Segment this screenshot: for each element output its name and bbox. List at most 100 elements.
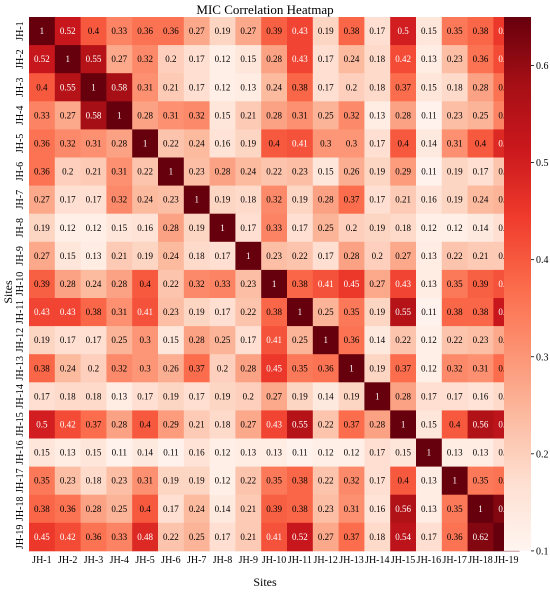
heatmap-cell-label: 0.26 [163, 363, 179, 373]
heatmap-cell-rect [261, 241, 288, 271]
heatmap-cell-rect [390, 269, 417, 299]
heatmap-cell-rect [106, 241, 133, 271]
heatmap-cell: 0.45 [29, 522, 56, 552]
heatmap-cell-label: 0.27 [189, 26, 205, 36]
heatmap-cell-rect [158, 269, 185, 299]
heatmap-cell-label: 0.39 [473, 279, 489, 289]
heatmap-cell: 0.25 [312, 213, 339, 243]
heatmap-cell-label: 0.18 [447, 82, 463, 92]
heatmap-cell: 0.17 [312, 241, 339, 271]
heatmap-cell-label: 0.35 [447, 279, 463, 289]
heatmap-cell-label: 0.37 [344, 532, 360, 542]
heatmap-cell: 0.41 [132, 298, 159, 327]
heatmap-cell-rect [390, 326, 417, 355]
heatmap-cell-rect [312, 73, 339, 102]
y-tick-label: JH-19 [15, 525, 26, 549]
heatmap-cell-rect [106, 269, 133, 299]
heatmap-cell: 0.32 [54, 129, 81, 158]
heatmap-cell-rect [364, 157, 391, 186]
heatmap-cell-rect [261, 213, 288, 243]
heatmap-cell-rect [158, 157, 185, 186]
heatmap-cell-rect [338, 269, 365, 299]
heatmap-cell-rect [338, 494, 365, 524]
heatmap-cell-rect [235, 129, 262, 158]
heatmap-cell-label: 0.39 [266, 504, 282, 514]
heatmap-cell: 0.12 [416, 326, 443, 355]
heatmap-cell-rect [364, 466, 391, 496]
heatmap-cell: 0.27 [29, 185, 56, 215]
heatmap-cell: 1 [261, 269, 288, 299]
heatmap-cell-label: 0.36 [447, 532, 463, 542]
heatmap-cell-label: 0.36 [163, 26, 179, 36]
heatmap-cell: 0.17 [183, 382, 210, 411]
heatmap-cell-rect [467, 494, 494, 524]
heatmap-cell-rect [467, 410, 494, 439]
heatmap-cell: 0.19 [132, 241, 159, 271]
heatmap-cell: 0.12 [209, 73, 236, 102]
heatmap-cell-label: 0.36 [318, 363, 334, 373]
heatmap-cell-label: 0.32 [344, 110, 360, 120]
heatmap-cell-label: 0.19 [34, 335, 50, 345]
heatmap-cell-label: 0.15 [215, 110, 231, 120]
y-tick-label: JH-13 [15, 356, 26, 380]
heatmap-cell-label: 0.36 [86, 532, 102, 542]
heatmap-cell-rect [261, 326, 288, 355]
heatmap-cell-label: 0.27 [60, 110, 76, 120]
heatmap-cell-label: 1 [143, 138, 148, 148]
heatmap-cell-rect [312, 185, 339, 215]
heatmap-cell: 0.5 [390, 17, 417, 46]
heatmap-cell: 0.22 [312, 410, 339, 439]
heatmap-cell: 0.31 [106, 298, 133, 327]
heatmap-cell-label: 0.25 [111, 504, 127, 514]
heatmap-cell-rect [29, 45, 56, 74]
heatmap-cell-label: 0.33 [111, 532, 127, 542]
heatmap-cell-label: 1 [220, 223, 225, 233]
heatmap-cell-rect [416, 213, 443, 243]
heatmap-cell: 0.17 [364, 438, 391, 467]
heatmap-cell-rect [132, 129, 159, 158]
heatmap-cell-label: 0.52 [34, 54, 50, 64]
heatmap-cell-label: 0.17 [215, 307, 231, 317]
heatmap-cell: 0.16 [183, 438, 210, 467]
heatmap-cell-label: 0.19 [344, 391, 360, 401]
heatmap-cell-label: 0.17 [473, 167, 489, 177]
heatmap-cell-rect [312, 382, 339, 411]
heatmap-cell: 0.45 [338, 269, 365, 299]
heatmap-cell-rect [338, 157, 365, 186]
heatmap-cell-label: 0.16 [189, 448, 205, 458]
x-tick-label: JH-10 [262, 555, 286, 566]
heatmap-cell: 1 [209, 213, 236, 243]
heatmap-cell-label: 0.21 [163, 82, 179, 92]
heatmap-cell-rect [338, 73, 365, 102]
heatmap-cell-rect [312, 17, 339, 46]
heatmap-cell-rect [287, 382, 314, 411]
heatmap-cell-label: 0.31 [344, 504, 360, 514]
heatmap-cell: 0.18 [183, 241, 210, 271]
heatmap-cell-rect [158, 382, 185, 411]
heatmap-cell: 0.42 [390, 45, 417, 74]
heatmap-cell-rect [209, 213, 236, 243]
heatmap-cell-label: 0.27 [369, 279, 385, 289]
heatmap-cell-rect [54, 466, 81, 496]
heatmap-cell-rect [467, 326, 494, 355]
heatmap-cell-label: 0.38 [447, 307, 463, 317]
heatmap-cell-rect [235, 438, 262, 467]
heatmap-cell-rect [261, 494, 288, 524]
heatmap-cell-label: 0.38 [292, 82, 308, 92]
heatmap-cell-label: 0.13 [447, 448, 463, 458]
heatmap-cell: 1 [364, 382, 391, 411]
heatmap-cell-label: 0.4 [36, 82, 48, 92]
heatmap-cell-rect [158, 494, 185, 524]
heatmap-cell: 0.43 [261, 410, 288, 439]
heatmap-cell-label: 0.3 [320, 138, 332, 148]
heatmap-cell-label: 0.37 [86, 419, 102, 429]
heatmap-cell-rect [209, 157, 236, 186]
heatmap-cell-label: 0.15 [34, 448, 50, 458]
heatmap-cell-label: 0.38 [344, 26, 360, 36]
heatmap-cell: 0.12 [416, 213, 443, 243]
heatmap-cell: 1 [106, 101, 133, 130]
heatmap-cell-rect [209, 494, 236, 524]
heatmap-cell-label: 0.27 [266, 391, 282, 401]
heatmap-cell: 0.18 [54, 382, 81, 411]
heatmap-cell-label: 0.58 [111, 82, 127, 92]
